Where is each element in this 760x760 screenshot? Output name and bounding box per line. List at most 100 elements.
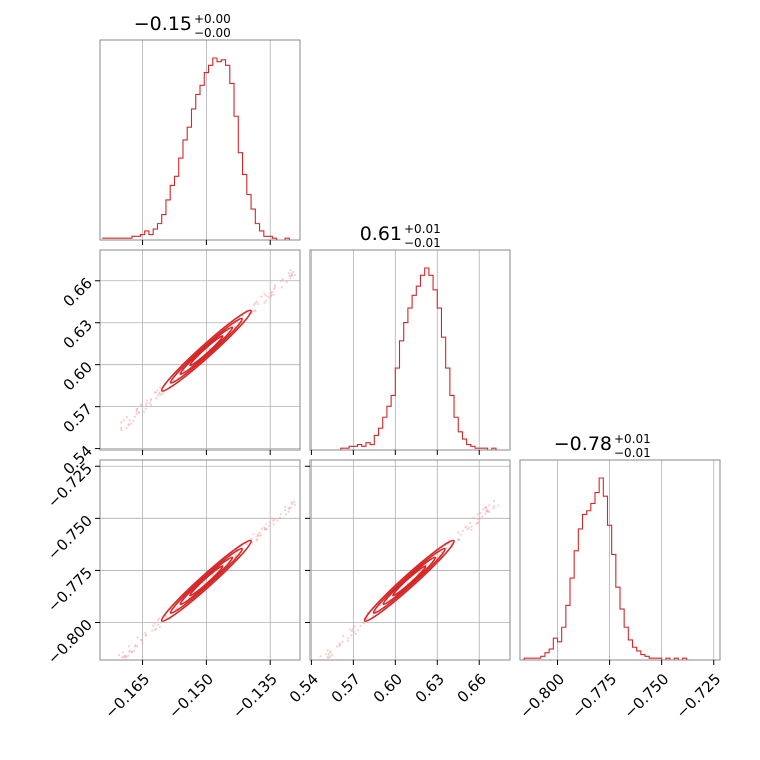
- x-tick-label: −0.165: [101, 670, 153, 722]
- scatter-point: [258, 531, 261, 534]
- scatter-point: [352, 630, 356, 633]
- scatter-points-panel-2: [319, 499, 500, 659]
- scatter-point: [153, 628, 157, 631]
- scatter-point: [279, 279, 283, 282]
- title-minus-error: −0.00: [194, 26, 231, 40]
- scatter-point: [164, 614, 168, 618]
- scatter-point: [346, 637, 350, 640]
- scatter-point: [289, 277, 292, 280]
- title-plus-error: +0.01: [404, 222, 441, 236]
- scatter-point: [132, 420, 135, 423]
- scatter-point: [290, 501, 293, 504]
- scatter-point: [263, 292, 266, 295]
- title-plus-error: +0.00: [194, 12, 231, 26]
- scatter-point: [280, 286, 283, 289]
- scatter-point: [127, 645, 130, 648]
- scatter-point: [470, 528, 473, 532]
- scatter-panel-frame-2: [309, 459, 511, 661]
- scatter-point: [264, 522, 268, 526]
- scatter-point: [285, 280, 288, 284]
- scatter-point: [141, 641, 144, 645]
- scatter-point: [293, 503, 296, 507]
- scatter-point: [342, 634, 345, 638]
- scatter-point: [154, 391, 157, 394]
- scatter-point: [330, 653, 334, 656]
- scatter-point: [271, 290, 274, 293]
- scatter-point: [157, 623, 160, 626]
- scatter-point: [132, 649, 136, 653]
- scatter-point: [144, 407, 147, 410]
- scatter-point: [493, 499, 496, 503]
- scatter-point: [349, 628, 352, 631]
- title-value: −0.15: [134, 13, 192, 35]
- scatter-point: [479, 511, 482, 515]
- scatter-point: [161, 392, 165, 395]
- scatter-point: [268, 525, 271, 528]
- scatter-point: [264, 299, 268, 302]
- scatter-point: [292, 501, 296, 504]
- scatter-point: [461, 529, 464, 532]
- contour-level-2: [179, 326, 234, 376]
- scatter-point: [287, 271, 290, 275]
- scatter-point: [445, 546, 449, 549]
- contour-level-1: [169, 547, 243, 614]
- scatter-point: [256, 302, 259, 306]
- scatter-point: [472, 516, 475, 519]
- scatter-point: [151, 629, 154, 632]
- scatter-point: [469, 521, 472, 524]
- scatter-point: [324, 653, 327, 656]
- scatter-point: [245, 543, 248, 546]
- scatter-point: [359, 624, 362, 627]
- scatter-point: [487, 510, 491, 514]
- scatter-point: [156, 389, 159, 392]
- contour-level-2: [382, 556, 437, 606]
- scatter-point: [326, 648, 329, 652]
- scatter-point: [140, 638, 143, 642]
- histogram-param-2: [520, 477, 720, 661]
- scatter-point: [134, 644, 137, 647]
- scatter-point: [356, 629, 360, 632]
- scatter-point: [336, 645, 339, 648]
- x-tick-label: 0.60: [370, 670, 406, 706]
- scatter-point: [468, 526, 471, 529]
- scatter-point: [175, 607, 178, 610]
- scatter-point: [470, 525, 473, 528]
- scatter-point: [121, 656, 124, 659]
- scatter-point: [145, 404, 148, 407]
- scatter-point: [270, 517, 274, 520]
- scatter-point: [466, 528, 469, 531]
- scatter-point: [152, 624, 155, 627]
- title-minus-error: −0.01: [404, 236, 441, 250]
- scatter-point: [135, 410, 138, 413]
- scatter-point: [285, 513, 288, 516]
- label-layer: −0.165 −0.150 −0.135 0.54 0.57 0.60 0.63 0.66 −0…: [44, 274, 724, 722]
- scatter-point: [479, 517, 482, 520]
- scatter-point: [492, 505, 495, 508]
- scatter-point: [130, 422, 133, 425]
- scatter-point: [476, 513, 479, 516]
- scatter-point: [250, 537, 253, 540]
- scatter-point: [477, 518, 480, 521]
- scatter-point: [272, 523, 275, 526]
- scatter-point: [292, 270, 295, 273]
- scatter-point: [142, 410, 146, 413]
- contour-level-1: [372, 547, 446, 614]
- scatter-point: [234, 553, 237, 556]
- scatter-point: [350, 629, 354, 632]
- histogram-panel-frame-2: [519, 459, 721, 661]
- scatter-point: [293, 273, 296, 277]
- x-tick-label: −0.800: [516, 670, 568, 722]
- scatter-point: [284, 505, 287, 508]
- scatter-point: [133, 415, 136, 418]
- scatter-point: [127, 424, 130, 427]
- scatter-point: [128, 419, 131, 422]
- scatter-point: [273, 284, 276, 287]
- scatter-point: [156, 394, 160, 397]
- scatter-point: [258, 534, 261, 537]
- scatter-point: [233, 325, 236, 328]
- scatter-point: [176, 605, 180, 609]
- scatter-point: [268, 296, 272, 299]
- title-param-0: −0.15 +0.00−0.00: [134, 12, 231, 40]
- scatter-point: [260, 527, 263, 530]
- scatter-point: [329, 655, 332, 658]
